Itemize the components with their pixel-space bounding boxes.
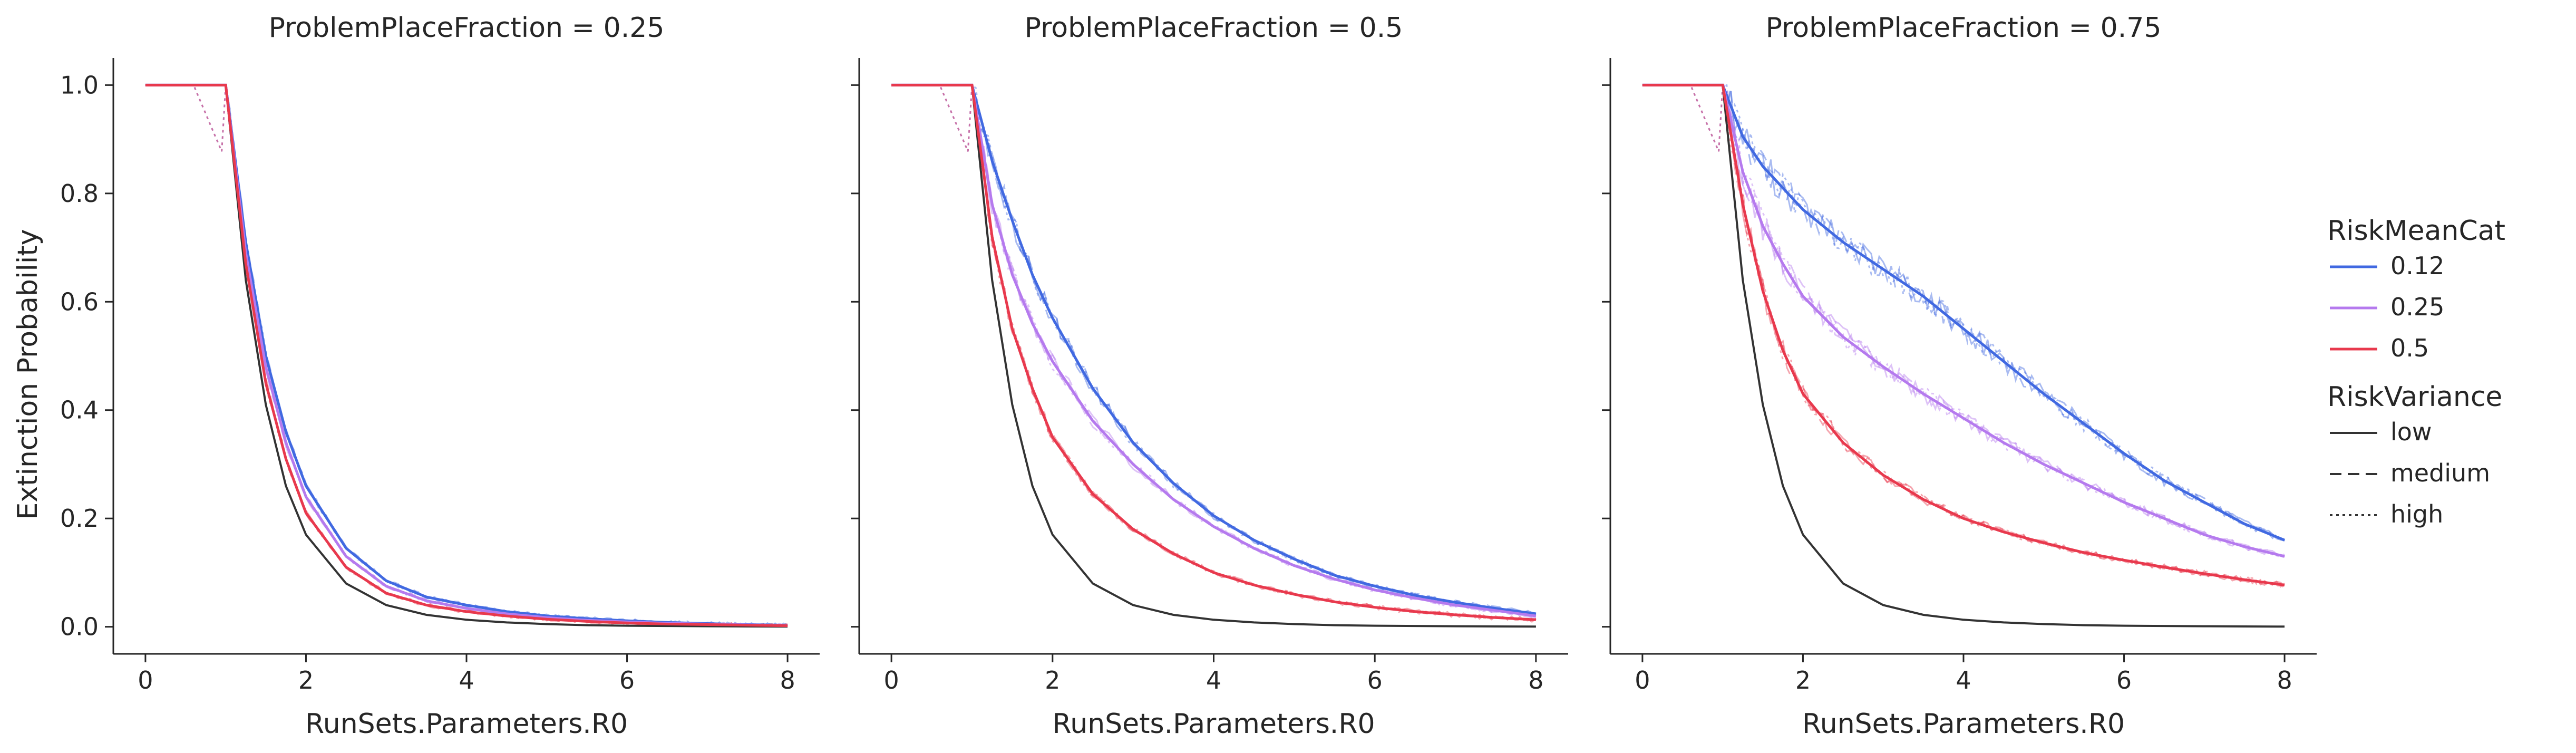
series-0.25-high-trace (1642, 84, 2285, 558)
x-tick-label: 8 (2277, 666, 2292, 694)
series-line-0.12 (891, 83, 1537, 615)
x-tick-label: 8 (1528, 666, 1543, 694)
panel-title: ProblemPlaceFraction = 0.75 (1766, 12, 2162, 44)
series-0.5-high-trace (145, 84, 788, 628)
x-tick-label: 0 (883, 666, 899, 694)
series-0.25-high-trace (145, 84, 788, 628)
series-line-0.12 (145, 83, 788, 627)
panel-title: ProblemPlaceFraction = 0.5 (1025, 12, 1403, 44)
series-0.12-medium-trace (891, 84, 1537, 614)
x-tick-label: 4 (459, 666, 474, 694)
series-line-0.25 (1642, 83, 2285, 558)
legend-label-0.12: 0.12 (2390, 252, 2444, 280)
y-tick-label: 0.0 (60, 613, 99, 641)
series-line-0.25 (145, 83, 788, 627)
panel-title: ProblemPlaceFraction = 0.25 (269, 12, 665, 44)
x-tick-label: 2 (1795, 666, 1811, 694)
series-0.25-high-trace (891, 84, 1537, 616)
legend-label-0.5: 0.5 (2390, 334, 2429, 362)
panels-group: ProblemPlaceFraction = 0.25 0 2 4 6 8 0.0 0.2 0.… (60, 12, 2317, 740)
series-0.5-low-trace (1642, 84, 2286, 588)
y-tick-label: 0.2 (60, 504, 99, 533)
series-0.25-medium-trace (145, 84, 788, 628)
series-0.12-low-trace (145, 84, 788, 628)
panel-2: ProblemPlaceFraction = 0.5 0 2 4 6 8 RunSets.P… (851, 12, 1568, 740)
panel-1: ProblemPlaceFraction = 0.25 0 2 4 6 8 0.0 0.2 0.… (60, 12, 820, 740)
y-axis-label: Extinction Probability (12, 229, 44, 519)
x-axis-label: RunSets.Parameters.R0 (305, 708, 628, 740)
series-line-0.12 (1642, 83, 2286, 542)
x-tick-label: 0 (1635, 666, 1650, 694)
x-tick-label: 6 (619, 666, 635, 694)
x-tick-label: 0 (138, 666, 153, 694)
series-0.25-low-trace (891, 84, 1536, 619)
series-0.25-low-trace (145, 84, 788, 628)
legend: RiskMeanCat RiskVariance 0.12 0.25 0.5 low m… (2327, 215, 2505, 528)
x-tick-label: 8 (780, 666, 795, 694)
y-tick-label: 1.0 (60, 71, 99, 99)
x-tick-label: 6 (1367, 666, 1383, 694)
legend-label-low: low (2390, 418, 2432, 446)
series-0.5-high-trace (891, 84, 1537, 623)
series-0.12-low-trace (1642, 84, 2285, 542)
y-tick-label: 0.4 (60, 396, 99, 424)
series-0.12-high-trace (1642, 84, 2286, 542)
x-tick-label: 2 (1045, 666, 1060, 694)
legend-hue-title: RiskMeanCat (2327, 215, 2505, 247)
series-line-0.5 (145, 83, 788, 628)
series-line-0.5 (1642, 83, 2285, 586)
panel-3: ProblemPlaceFraction = 0.75 0 2 4 6 8 RunSets.… (1602, 12, 2317, 740)
reference-line (145, 84, 788, 628)
legend-label-medium: medium (2390, 459, 2490, 487)
series-0.12-high-trace (891, 83, 1537, 615)
series-0.12-high-trace (145, 84, 788, 628)
legend-label-0.25: 0.25 (2390, 293, 2444, 321)
series-0.12-low-trace (891, 84, 1537, 617)
x-tick-label: 4 (1956, 666, 1971, 694)
reference-line (891, 84, 1536, 628)
series-0.5-high-trace (1642, 84, 2285, 588)
series-0.5-medium-trace (145, 84, 788, 628)
series-line-0.25 (891, 83, 1537, 617)
x-tick-label: 2 (298, 666, 314, 694)
series-0.12-medium-trace (145, 84, 788, 628)
y-tick-label: 0.6 (60, 287, 99, 316)
x-axis-label: RunSets.Parameters.R0 (1802, 708, 2125, 740)
legend-style-title: RiskVariance (2327, 381, 2502, 413)
reference-line (1642, 84, 2285, 628)
y-tick-label: 0.8 (60, 179, 99, 208)
series-line-0.5 (891, 83, 1537, 621)
series-0.5-medium-trace (891, 84, 1537, 622)
series-0.5-low-trace (145, 84, 788, 628)
x-axis-label: RunSets.Parameters.R0 (1052, 708, 1375, 740)
x-tick-label: 4 (1206, 666, 1221, 694)
x-tick-label: 6 (2116, 666, 2132, 694)
legend-label-high: high (2390, 500, 2443, 528)
series-0.5-low-trace (891, 84, 1537, 623)
series-0.25-medium-trace (891, 84, 1537, 619)
